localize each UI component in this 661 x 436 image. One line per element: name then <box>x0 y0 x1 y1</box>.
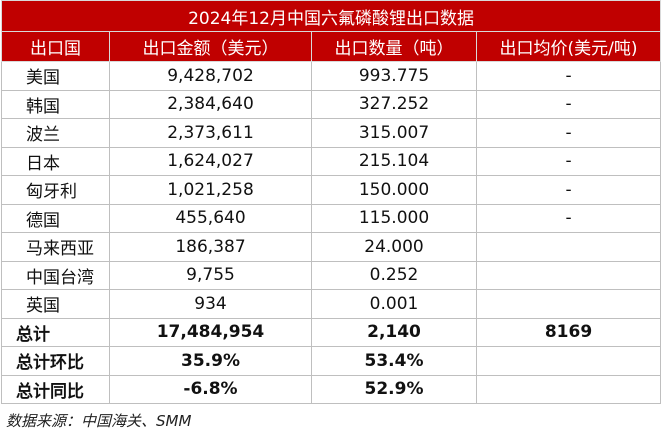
data-row: 英国 934 0.001 <box>1 289 661 319</box>
title-row: 2024年12月中国六氟磷酸锂出口数据 <box>0 0 661 32</box>
value-cell <box>475 232 661 262</box>
value-cell <box>475 260 661 290</box>
data-row: 马来西亚 186,387 24.000 <box>1 232 661 262</box>
value-cell: 0.252 <box>311 260 477 290</box>
value-cell <box>475 346 661 376</box>
header-row: 出口国 出口金额（美元） 出口数量（吨） 出口均价(美元/吨) <box>1 31 661 62</box>
value-cell: 315.007 <box>311 118 477 148</box>
value-cell: 9,428,702 <box>109 61 312 91</box>
country-cell: 总计 <box>1 317 110 347</box>
value-cell: 1,021,258 <box>109 175 312 205</box>
summary-row: 总计环比 35.9% 53.4% <box>1 346 661 376</box>
value-cell: 35.9% <box>109 346 312 376</box>
country-cell: 总计环比 <box>1 346 110 376</box>
table-title: 2024年12月中国六氟磷酸锂出口数据 <box>0 0 661 32</box>
value-cell: 52.9% <box>311 374 477 404</box>
value-cell: 24.000 <box>311 232 477 262</box>
value-cell: 2,373,611 <box>109 118 312 148</box>
value-cell: - <box>475 203 661 233</box>
value-cell: 9,755 <box>109 260 312 290</box>
header-cell: 出口国 <box>1 31 110 62</box>
value-cell: - <box>475 89 661 119</box>
header-cell: 出口均价(美元/吨) <box>475 31 661 62</box>
value-cell: 934 <box>109 289 312 319</box>
data-row: 韩国 2,384,640 327.252- <box>1 89 661 119</box>
header-cell: 出口数量（吨） <box>311 31 477 62</box>
header-cell: 出口金额（美元） <box>109 31 312 62</box>
value-cell <box>475 289 661 319</box>
export-table: 2024年12月中国六氟磷酸锂出口数据 出口国 出口金额（美元） 出口数量（吨） 出口… <box>0 0 661 404</box>
source-note: 数据来源：中国海关、SMM <box>6 412 192 430</box>
country-cell: 波兰 <box>1 118 110 148</box>
value-cell: 327.252 <box>311 89 477 119</box>
data-row: 美国 9,428,702 993.775- <box>1 61 661 91</box>
value-cell: -6.8% <box>109 374 312 404</box>
value-cell: 2,384,640 <box>109 89 312 119</box>
value-cell: 115.000 <box>311 203 477 233</box>
data-row: 日本 1,624,027 215.104- <box>1 146 661 176</box>
country-cell: 德国 <box>1 203 110 233</box>
country-cell: 马来西亚 <box>1 232 110 262</box>
value-cell: 53.4% <box>311 346 477 376</box>
country-cell: 总计同比 <box>1 374 110 404</box>
value-cell: - <box>475 146 661 176</box>
data-row: 德国 455,640 115.000- <box>1 203 661 233</box>
value-cell: 8169 <box>475 317 661 347</box>
value-cell: - <box>475 118 661 148</box>
value-cell: - <box>475 61 661 91</box>
country-cell: 中国台湾 <box>1 260 110 290</box>
country-cell: 英国 <box>1 289 110 319</box>
value-cell: 993.775 <box>311 61 477 91</box>
data-row: 波兰 2,373,611 315.007- <box>1 118 661 148</box>
country-cell: 美国 <box>1 61 110 91</box>
value-cell: 17,484,954 <box>109 317 312 347</box>
summary-row: 总计 17,484,954 2,140 8169 <box>1 317 661 347</box>
value-cell: 150.000 <box>311 175 477 205</box>
data-row: 中国台湾 9,755 0.252 <box>1 260 661 290</box>
country-cell: 匈牙利 <box>1 175 110 205</box>
value-cell: 1,624,027 <box>109 146 312 176</box>
summary-row: 总计同比 -6.8% 52.9% <box>1 374 661 404</box>
value-cell <box>475 374 661 404</box>
value-cell: 455,640 <box>109 203 312 233</box>
country-cell: 韩国 <box>1 89 110 119</box>
value-cell: 215.104 <box>311 146 477 176</box>
value-cell: 2,140 <box>311 317 477 347</box>
value-cell: 0.001 <box>311 289 477 319</box>
data-row: 匈牙利 1,021,258 150.000- <box>1 175 661 205</box>
country-cell: 日本 <box>1 146 110 176</box>
value-cell: 186,387 <box>109 232 312 262</box>
value-cell: - <box>475 175 661 205</box>
